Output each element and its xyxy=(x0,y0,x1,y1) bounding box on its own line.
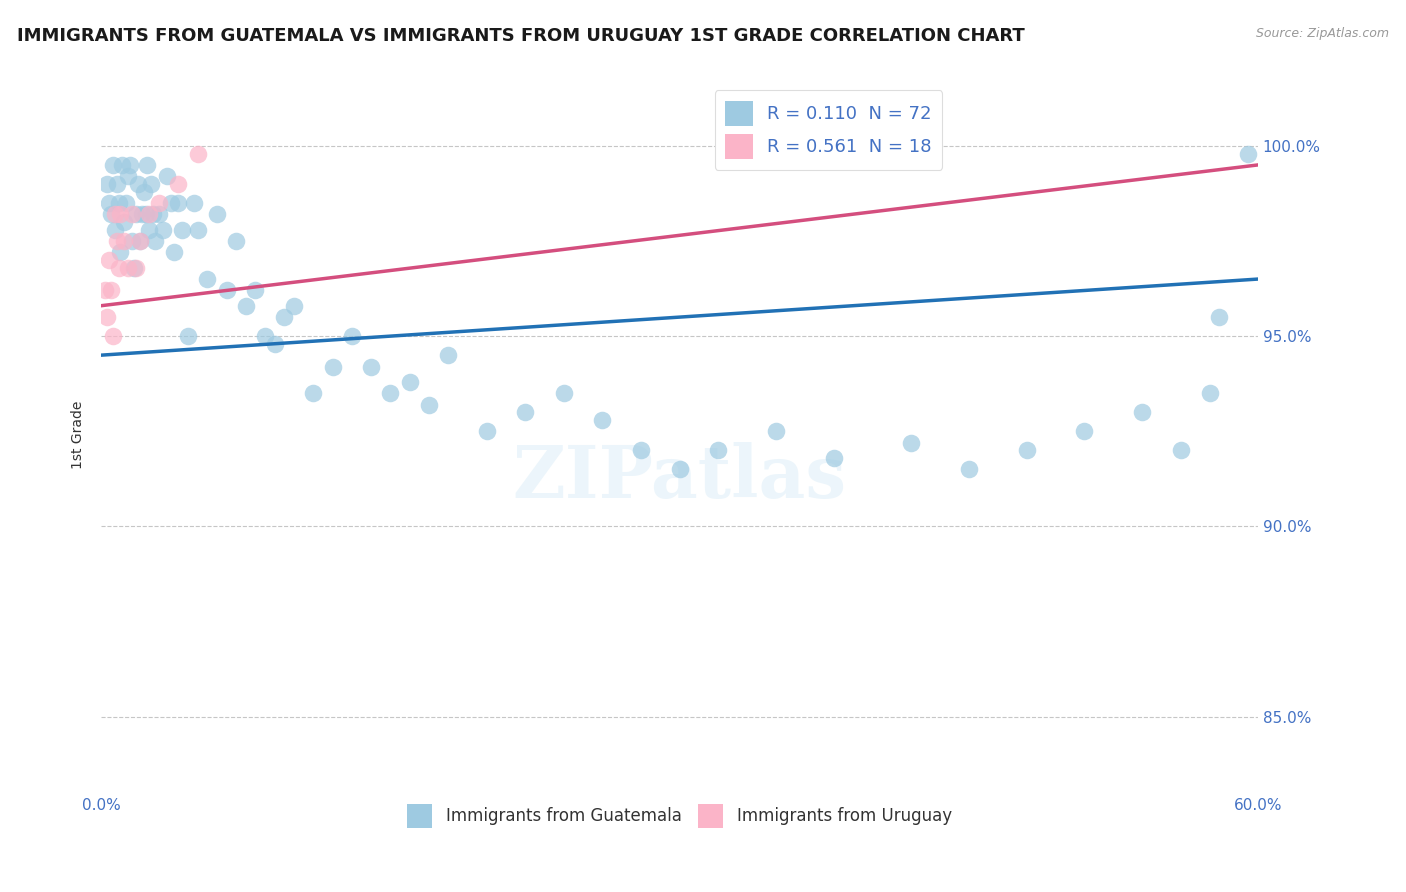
Point xyxy=(111,158,134,172)
Text: IMMIGRANTS FROM GUATEMALA VS IMMIGRANTS FROM URUGUAY 1ST GRADE CORRELATION CHART: IMMIGRANTS FROM GUATEMALA VS IMMIGRANTS … xyxy=(17,27,1025,45)
Point xyxy=(765,424,787,438)
Point xyxy=(1208,310,1230,325)
Point xyxy=(900,435,922,450)
Point xyxy=(957,462,980,476)
Point xyxy=(254,329,277,343)
Point xyxy=(121,234,143,248)
Point xyxy=(273,310,295,325)
Point xyxy=(515,405,537,419)
Point xyxy=(125,260,148,275)
Point xyxy=(117,260,139,275)
Point xyxy=(148,196,170,211)
Point xyxy=(120,158,142,172)
Point xyxy=(418,398,440,412)
Point xyxy=(167,196,190,211)
Point xyxy=(1015,443,1038,458)
Point xyxy=(553,386,575,401)
Point xyxy=(148,207,170,221)
Point xyxy=(183,196,205,211)
Point xyxy=(96,177,118,191)
Point xyxy=(135,207,157,221)
Point xyxy=(235,299,257,313)
Point xyxy=(122,260,145,275)
Point xyxy=(187,222,209,236)
Point xyxy=(100,284,122,298)
Point xyxy=(125,207,148,221)
Point xyxy=(105,177,128,191)
Point xyxy=(475,424,498,438)
Point xyxy=(105,234,128,248)
Point xyxy=(104,222,127,236)
Point xyxy=(128,234,150,248)
Point xyxy=(1170,443,1192,458)
Point xyxy=(1073,424,1095,438)
Point xyxy=(302,386,325,401)
Text: ZIPatlas: ZIPatlas xyxy=(512,442,846,514)
Point xyxy=(112,215,135,229)
Point xyxy=(167,177,190,191)
Point xyxy=(322,359,344,374)
Y-axis label: 1st Grade: 1st Grade xyxy=(72,401,86,469)
Point xyxy=(131,207,153,221)
Point xyxy=(101,158,124,172)
Point xyxy=(132,185,155,199)
Point xyxy=(97,196,120,211)
Point xyxy=(380,386,402,401)
Point xyxy=(707,443,730,458)
Point xyxy=(437,348,460,362)
Point xyxy=(152,222,174,236)
Point xyxy=(121,207,143,221)
Point xyxy=(195,272,218,286)
Point xyxy=(591,413,613,427)
Point xyxy=(177,329,200,343)
Point xyxy=(107,260,129,275)
Point xyxy=(117,169,139,184)
Point xyxy=(110,245,132,260)
Point xyxy=(141,177,163,191)
Point xyxy=(215,284,238,298)
Point xyxy=(127,177,149,191)
Point xyxy=(823,450,845,465)
Point xyxy=(96,310,118,325)
Point xyxy=(187,146,209,161)
Point xyxy=(340,329,363,343)
Point xyxy=(163,245,186,260)
Point xyxy=(136,158,159,172)
Point xyxy=(668,462,690,476)
Point xyxy=(94,284,117,298)
Legend: Immigrants from Guatemala, Immigrants from Uruguay: Immigrants from Guatemala, Immigrants fr… xyxy=(401,797,959,834)
Point xyxy=(101,329,124,343)
Text: Source: ZipAtlas.com: Source: ZipAtlas.com xyxy=(1256,27,1389,40)
Point xyxy=(283,299,305,313)
Point xyxy=(1237,146,1260,161)
Point xyxy=(630,443,652,458)
Point xyxy=(138,207,160,221)
Point xyxy=(143,234,166,248)
Point xyxy=(138,222,160,236)
Point xyxy=(263,336,285,351)
Point xyxy=(205,207,228,221)
Point xyxy=(159,196,181,211)
Point xyxy=(245,284,267,298)
Point xyxy=(398,375,420,389)
Point xyxy=(225,234,247,248)
Point xyxy=(112,234,135,248)
Point xyxy=(172,222,194,236)
Point xyxy=(107,196,129,211)
Point xyxy=(1130,405,1153,419)
Point xyxy=(1198,386,1220,401)
Point xyxy=(142,207,165,221)
Point xyxy=(360,359,382,374)
Point xyxy=(100,207,122,221)
Point xyxy=(156,169,179,184)
Point xyxy=(104,207,127,221)
Point xyxy=(115,196,138,211)
Point xyxy=(97,253,120,268)
Point xyxy=(110,207,132,221)
Point xyxy=(128,234,150,248)
